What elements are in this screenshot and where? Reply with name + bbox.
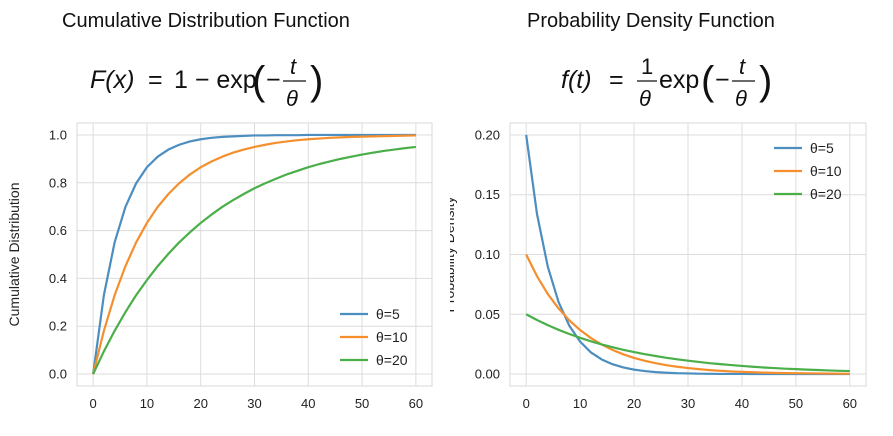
cdf-formula-eq: = [148,66,163,94]
pdf-chart: 0 10 20 30 40 50 60 0.00 0.05 0.10 0.15 0.20 Probabi… [450,122,867,411]
pdf-y-tick-label: 0.00 [475,367,500,382]
cdf-series-line-2 [92,134,416,375]
cdf-y-tick-label: 0.0 [49,367,67,382]
cdf-x-tick-label: 40 [301,396,315,411]
cdf-formula-num: t [290,54,297,79]
cdf-legend-label-1: θ=5 [376,306,400,322]
cdf-formula-minus: − [266,66,281,94]
pdf-formula-coef-num: 1 [641,54,653,79]
pdf-x-tick-label: 0 [523,396,530,411]
pdf-series-line-2 [525,254,850,375]
cdf-x-tick-label: 50 [355,396,369,411]
pdf-formula-lhs: f(t) [561,66,592,94]
pdf-formula-lparen: ( [701,59,715,103]
cdf-x-tick-label: 20 [193,396,207,411]
pdf-series-line-3 [525,313,850,373]
cdf-y-tick-label: 0.6 [49,223,67,238]
cdf-legend-label-3: θ=20 [376,352,408,368]
cdf-formula-rparen: ) [310,59,323,103]
pdf-x-tick-label: 20 [627,396,641,411]
pdf-y-tick-label: 0.05 [475,307,500,322]
pdf-x-tick-label: 50 [789,396,803,411]
pdf-formula: f(t) = 1 θ exp ( − t θ ) [561,54,772,111]
cdf-x-tick-label: 10 [140,396,154,411]
pdf-legend-label-1: θ=5 [810,140,834,156]
pdf-formula-minus: − [715,66,730,94]
pdf-y-tick-label: 0.15 [475,187,500,202]
cdf-formula-lhs: F(x) [90,66,134,94]
pdf-y-tick-label: 0.20 [475,127,500,142]
pdf-legend-label-3: θ=20 [810,186,842,202]
cdf-y-tick-label: 0.8 [49,175,67,190]
pdf-formula-den: θ [735,86,747,111]
cdf-formula-rhs: 1 − exp [174,66,257,94]
cdf-x-tick-label: 60 [409,396,423,411]
pdf-x-tick-label: 60 [843,396,857,411]
cdf-title: Cumulative Distribution Function [62,10,350,32]
cdf-y-tick-label: 1.0 [49,127,67,142]
cdf-y-axis-label: Cumulative Distribution [6,183,22,327]
cdf-formula-den: θ [286,86,298,111]
cdf-legend-label-2: θ=10 [376,329,408,345]
pdf-formula-coef-den: θ [639,86,651,111]
pdf-title: Probability Density Function [527,10,775,32]
pdf-y-axis-label: Probability Density [450,197,457,313]
pdf-x-tick-label: 30 [681,396,695,411]
pdf-formula-rparen: ) [759,59,772,103]
cdf-y-tick-label: 0.2 [49,319,67,334]
pdf-y-tick-label: 0.10 [475,247,500,262]
cdf-y-tick-label: 0.4 [49,271,67,286]
pdf-x-tick-label: 10 [573,396,587,411]
cdf-formula: F(x) = 1 − exp ( − t θ ) [90,54,323,111]
pdf-formula-eq: = [609,66,624,94]
cdf-formula-lparen: ( [252,59,266,103]
pdf-x-tick-label: 40 [735,396,749,411]
pdf-legend-label-2: θ=10 [810,163,842,179]
cdf-series-line-1 [92,133,416,375]
cdf-x-tick-label: 30 [247,396,261,411]
cdf-chart: 0 10 20 30 40 50 60 0.0 0.2 0.4 0.6 0.8 1.0 Cumulativ… [6,122,433,411]
cdf-series-line-3 [92,145,416,375]
pdf-formula-rhs: exp [659,66,699,94]
pdf-formula-num: t [739,54,746,79]
cdf-x-tick-label: 0 [90,396,97,411]
